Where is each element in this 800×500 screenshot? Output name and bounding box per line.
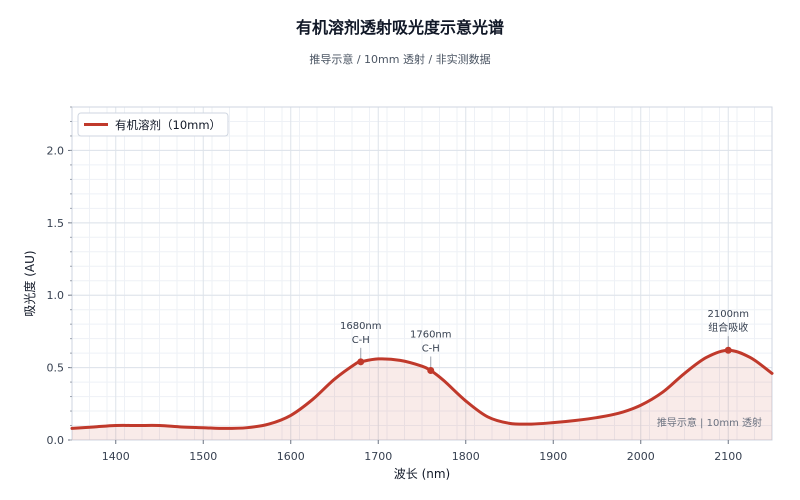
series-line-layer	[70, 348, 774, 430]
legend-label: 有机溶剂（10mm）	[115, 118, 221, 132]
series-area-fill	[72, 350, 772, 440]
x-axis-label: 波长 (nm)	[394, 467, 450, 481]
annotation-band: C-H	[352, 335, 370, 346]
y-tick-label: 0.5	[47, 362, 65, 375]
axes-layer: 1400 1500 1600 1700 1800 1900 2000 2100 0.0 0.5 1.…	[47, 106, 742, 463]
y-tick-label: 0.0	[47, 434, 65, 447]
x-tick-label: 1500	[189, 450, 217, 463]
x-tick-label: 1800	[452, 450, 480, 463]
y-tick-label: 1.0	[47, 289, 65, 302]
area-fill-layer	[72, 350, 772, 440]
watermark-text: 推导示意 | 10mm 透射	[657, 416, 762, 429]
y-tick-label: 1.5	[47, 217, 65, 230]
legend-box	[77, 112, 229, 137]
annotation-wavelength: 1680nm	[340, 321, 382, 332]
series-line	[70, 348, 774, 430]
x-tick-label: 1900	[539, 450, 567, 463]
chart-title: 有机溶剂透射吸光度示意光谱	[295, 18, 504, 37]
x-tick-label: 2100	[714, 450, 742, 463]
chart-subtitle: 推导示意 / 10mm 透射 / 非实测数据	[309, 53, 491, 66]
annotation-band: C-H	[422, 344, 440, 355]
annotation-point	[357, 358, 365, 366]
annotation-wavelength: 2100nm	[707, 309, 749, 320]
annotation-point	[427, 367, 435, 375]
x-tick-label: 1700	[364, 450, 392, 463]
plot-frame	[71, 106, 773, 441]
x-tick-label: 1600	[277, 450, 305, 463]
legend: 有机溶剂（10mm）	[77, 112, 229, 137]
x-tick-label: 1400	[102, 450, 130, 463]
x-tick-label: 2000	[627, 450, 655, 463]
annotation-band: 组合吸收	[708, 321, 748, 334]
annotation-point	[724, 346, 732, 354]
annotation-wavelength: 1760nm	[410, 330, 452, 341]
y-axis-label: 吸光度 (AU)	[22, 250, 37, 316]
y-tick-label: 2.0	[47, 144, 65, 157]
